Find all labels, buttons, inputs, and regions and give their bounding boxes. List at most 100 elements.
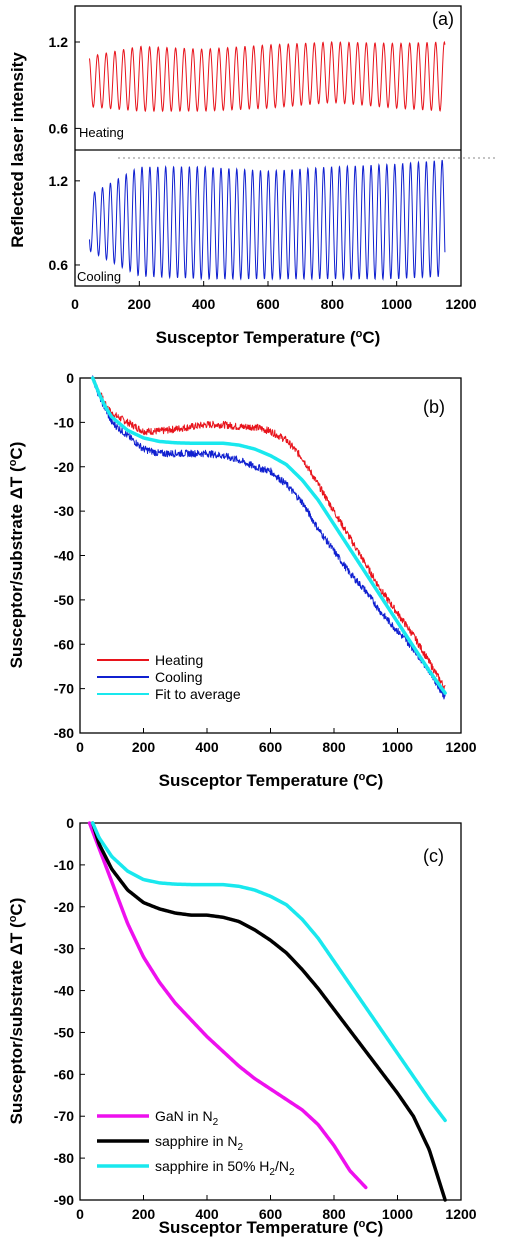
y-axis-label-c: Susceptor/substrate ΔT (oC) <box>7 898 26 1125</box>
x-tick-label: 800 <box>322 739 346 755</box>
x-tick-label: 1200 <box>445 1206 476 1222</box>
y-tick-label: -40 <box>54 983 74 999</box>
y-tick-label: -30 <box>54 503 74 519</box>
legend-label-text: Cooling <box>155 669 202 685</box>
series-line-sapphire-in-n <box>90 821 447 1202</box>
heating-intensity-line <box>88 40 446 113</box>
series-line-gan-in-n <box>87 821 368 1190</box>
cooling-intensity-line <box>88 159 446 281</box>
panel-a-label: (a) <box>432 9 454 29</box>
y-tick-label: -40 <box>54 548 74 564</box>
y-tick-label: -50 <box>54 1024 74 1040</box>
legend-label-text: sapphire in 50% H <box>155 1158 269 1174</box>
x-axis-label-c-text: Susceptor Temperature ( <box>159 1218 359 1237</box>
legend-label-text: Heating <box>155 652 203 668</box>
legend-label: sapphire in N2 <box>155 1133 244 1153</box>
y-tick-label: -30 <box>54 941 74 957</box>
x-tick-label: 1000 <box>382 739 413 755</box>
x-tick-label: 0 <box>71 296 79 312</box>
degree-symbol: o <box>359 771 366 783</box>
x-tick-label: 1200 <box>445 296 476 312</box>
y-tick-label: -70 <box>54 1108 74 1124</box>
panel-c: (c) Susceptor/substrate ΔT (oC) Suscepto… <box>7 815 477 1237</box>
x-tick-label: 1200 <box>445 739 476 755</box>
x-tick-label: 400 <box>195 739 219 755</box>
x-axis-label-c: Susceptor Temperature (oC) <box>159 1218 384 1237</box>
y-axis-label-b-unit: C) <box>7 442 26 460</box>
panel-c-label: (c) <box>423 846 444 866</box>
x-tick-label: 800 <box>321 296 345 312</box>
legend-label: Fit to average <box>155 686 241 702</box>
legend-label: Heating <box>155 652 203 668</box>
x-axis-label-b-unit: C) <box>365 771 383 790</box>
y-axis-label-b-text: Susceptor/substrate ΔT ( <box>7 466 26 668</box>
series-line-fit-to-average <box>90 376 447 695</box>
y-tick-label: 0.6 <box>49 257 69 273</box>
legend-label-text: sapphire in N <box>155 1133 238 1149</box>
y-tick-label: -50 <box>54 592 74 608</box>
series-line-heating <box>92 377 446 691</box>
x-axis-label-a: Susceptor Temperature (oC) <box>156 328 381 347</box>
legend-label: GaN in N2 <box>155 1108 219 1128</box>
plot-frame-c <box>79 822 462 1201</box>
y-axis-label-c-text: Susceptor/substrate ΔT ( <box>7 922 26 1124</box>
y-tick-label: -10 <box>54 414 74 430</box>
x-axis-label-c-unit: C) <box>365 1218 383 1237</box>
cooling-label: Cooling <box>77 269 121 284</box>
y-axis-label-c-unit: C) <box>7 898 26 916</box>
legend-label-subscript: 2 <box>269 1167 275 1178</box>
x-tick-label: 600 <box>259 1206 283 1222</box>
legend-label-text: GaN in N <box>155 1108 213 1124</box>
x-tick-label: 200 <box>132 1206 156 1222</box>
panel-b-plot-area: 0 200 400 600 800 1000 1200 0 -10 -20 -30 -40 -50 -60… <box>54 370 477 755</box>
y-tick-label: -80 <box>54 1150 74 1166</box>
y-tick-label: -20 <box>54 899 74 915</box>
x-tick-label: 200 <box>128 296 152 312</box>
y-tick-label: -20 <box>54 459 74 475</box>
y-tick-label: 0 <box>66 815 74 831</box>
x-tick-label: 1000 <box>382 1206 413 1222</box>
x-axis-label-a-unit: C) <box>362 328 380 347</box>
y-tick-label: 1.2 <box>49 34 69 50</box>
y-tick-label: -10 <box>54 857 74 873</box>
legend-label-tail: /N <box>275 1158 289 1174</box>
legend-label-subscript: 2 <box>289 1167 295 1178</box>
x-tick-label: 600 <box>259 739 283 755</box>
y-tick-label: 1.2 <box>49 173 69 189</box>
y-tick-label: 0.6 <box>49 120 69 136</box>
x-tick-label: 400 <box>192 296 216 312</box>
panel-b: (b) Susceptor/substrate ΔT (oC) Suscepto… <box>7 370 477 790</box>
y-tick-label: -60 <box>54 636 74 652</box>
x-tick-label: 800 <box>322 1206 346 1222</box>
degree-symbol: o <box>7 915 19 922</box>
heating-label: Heating <box>79 125 124 140</box>
panel-a: (a) Heating Cooling Reflected laser inte… <box>8 5 495 347</box>
x-tick-label: 200 <box>132 739 156 755</box>
panel-a-plot-area: 0.6 1.2 0.6 1.2 0 200 400 600 800 1000 1200 <box>49 34 495 312</box>
degree-symbol: o <box>359 1218 366 1230</box>
degree-symbol: o <box>356 328 363 340</box>
legend-label-subscript: 2 <box>238 1142 244 1153</box>
y-axis-label-b: Susceptor/substrate ΔT (oC) <box>7 442 26 669</box>
degree-symbol: o <box>7 459 19 466</box>
legend-label-text: Fit to average <box>155 686 241 702</box>
y-tick-label: -70 <box>54 681 74 697</box>
legend-label-subscript: 2 <box>213 1117 219 1128</box>
x-axis-label-b-text: Susceptor Temperature ( <box>159 771 359 790</box>
x-axis-label-a-text: Susceptor Temperature ( <box>156 328 356 347</box>
x-tick-label: 1000 <box>381 296 412 312</box>
y-tick-label: -90 <box>54 1192 74 1208</box>
x-tick-label: 400 <box>195 1206 219 1222</box>
y-tick-label: -80 <box>54 725 74 741</box>
y-tick-label: -60 <box>54 1066 74 1082</box>
x-axis-label-b: Susceptor Temperature (oC) <box>159 771 384 790</box>
y-axis-label-a: Reflected laser intensity <box>8 52 27 248</box>
x-tick-label: 600 <box>256 296 280 312</box>
x-tick-label: 0 <box>76 1206 84 1222</box>
legend-label: sapphire in 50% H2/N2 <box>155 1158 295 1178</box>
legend-label: Cooling <box>155 669 202 685</box>
y-tick-label: 0 <box>66 370 74 386</box>
series-line-sapphire-in-50-h <box>90 821 447 1123</box>
panel-c-plot-area: 0 200 400 600 800 1000 1200 0 -10 -20 -30 -40 -50 -60… <box>54 815 477 1222</box>
